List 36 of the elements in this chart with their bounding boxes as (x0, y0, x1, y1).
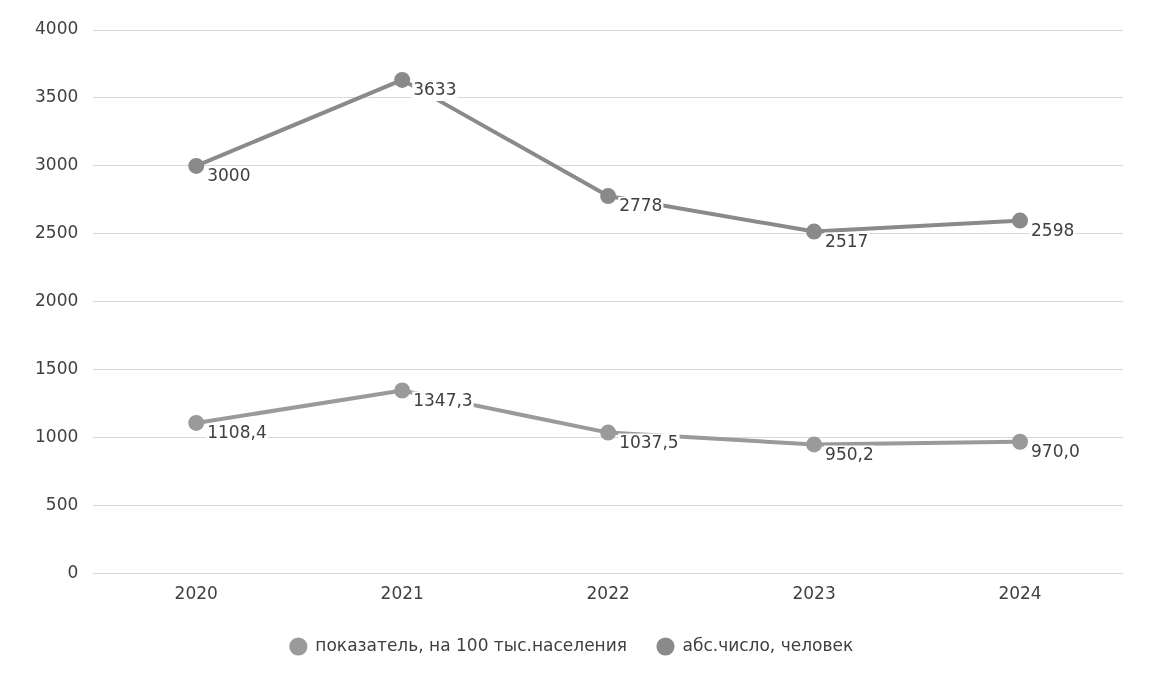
y-tick-label: 1000 (35, 426, 79, 447)
point (1012, 212, 1029, 229)
legend-label: абс.число, человек (682, 634, 854, 655)
point (806, 436, 823, 453)
y-tick-label: 4000 (35, 18, 79, 39)
y-tick-label: 0 (67, 562, 79, 583)
data-label: 3633 (413, 79, 457, 100)
data-label: 3000 (207, 165, 251, 186)
data-label: 970,0 (1031, 441, 1080, 462)
point (394, 71, 411, 88)
data-label: 1037,5 (619, 432, 679, 453)
data-label: 950,2 (825, 443, 874, 464)
y-tick-label: 3000 (35, 154, 79, 175)
data-label: 2517 (825, 230, 869, 251)
y-tick-label: 3500 (35, 86, 79, 107)
point (600, 188, 617, 205)
x-tick-label: 2022 (586, 583, 630, 604)
data-label: 2598 (1031, 219, 1075, 240)
point (600, 424, 617, 441)
y-tick-label: 2000 (35, 290, 79, 311)
x-tick-label: 2020 (174, 583, 218, 604)
data-label: 2778 (619, 195, 663, 216)
y-tick-label: 500 (45, 494, 79, 515)
y-tick-label: 1500 (35, 358, 79, 379)
x-tick-label: 2023 (792, 583, 836, 604)
point (394, 382, 411, 399)
y-tick-label: 2500 (35, 222, 79, 243)
point (806, 223, 823, 240)
point (1012, 433, 1029, 450)
data-label: 1108,4 (207, 422, 267, 443)
point (188, 157, 205, 174)
data-label: 1347,3 (413, 389, 473, 410)
legend-label: показатель, на 100 тыс.населения (315, 634, 627, 655)
x-tick-label: 2024 (998, 583, 1042, 604)
point (188, 414, 205, 431)
x-tick-label: 2021 (380, 583, 424, 604)
